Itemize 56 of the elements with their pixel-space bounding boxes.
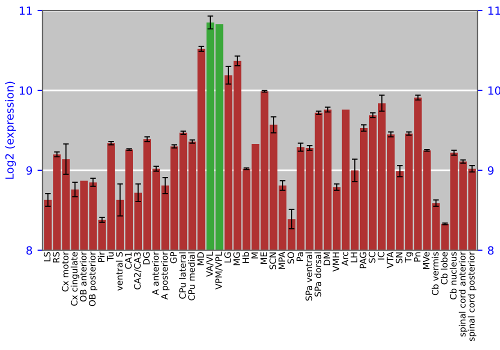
y2-tick-label: 8 xyxy=(488,246,494,255)
x-tick-label: SCN xyxy=(269,252,276,270)
y-tick-label: 10 xyxy=(20,86,32,95)
x-tick-label: VPM/VPL xyxy=(215,252,223,290)
x-tick-label: Tu xyxy=(107,252,114,262)
x-tick-label: Pa xyxy=(296,252,304,262)
x-tick-label: PAG xyxy=(360,252,366,268)
x-tick-label: CA2/CA3 xyxy=(134,252,142,290)
x-tick-label: MVe xyxy=(422,252,430,270)
y-tick-label: 11 xyxy=(20,6,32,15)
y2-tick-label: 11 xyxy=(488,6,500,15)
x-tick-label: Cb lobe xyxy=(440,252,448,284)
x-tick-label: Pir xyxy=(98,252,104,262)
y-tick-label: 8 xyxy=(26,246,32,255)
x-tick-label: ventral S xyxy=(116,252,123,291)
x-tick-label: IC xyxy=(378,252,384,260)
x-tick-label: Pn xyxy=(414,252,420,262)
y-axis-title: Log2 (expression) xyxy=(5,82,16,179)
x-tick-label: SN xyxy=(396,252,402,264)
x-tick-label: M xyxy=(252,252,258,258)
x-tick-label: LH xyxy=(350,252,358,262)
x-tick-label: Cx motor xyxy=(62,252,69,292)
x-tick-label: ME xyxy=(260,252,267,264)
x-tick-label: OB posterior xyxy=(88,252,98,306)
x-tick-label: Cx cingulate xyxy=(70,252,80,306)
x-tick-label: CPu medial xyxy=(188,252,195,300)
x-tick-label: DM xyxy=(324,252,330,266)
x-tick-label: Arc xyxy=(342,252,348,266)
x-tick-label: MPA xyxy=(278,252,285,270)
x-tick-label: GP xyxy=(170,252,177,264)
x-tick-label: MD xyxy=(197,252,204,266)
x-tick-label: RS xyxy=(52,252,60,262)
x-tick-label: A posterior xyxy=(161,252,170,300)
x-tick-label: Tg xyxy=(404,252,414,263)
x-tick-label: DG xyxy=(143,252,150,264)
x-tick-label: Cb vermis xyxy=(432,252,439,296)
x-tick-label: OB anterior xyxy=(80,252,87,302)
x-tick-label: VA/VL xyxy=(206,252,214,277)
x-tick-label: SPa dorsal xyxy=(314,252,322,296)
x-tick-label: A anterior xyxy=(152,252,159,296)
x-tick-label: CA1 xyxy=(125,252,132,269)
x-tick-label: Hb xyxy=(242,252,249,263)
x-tick-label: SPa ventral xyxy=(305,252,312,301)
x-tick-label: LG xyxy=(224,252,231,262)
x-tick-label: VTA xyxy=(386,252,394,268)
x-tick-label: LS xyxy=(44,252,50,262)
x-tick-label: spinal cord anterior xyxy=(458,252,468,336)
y-tick-label: 9 xyxy=(26,166,32,175)
x-tick-label: CPu lateral xyxy=(179,252,186,299)
x-tick-label: SO xyxy=(288,252,294,264)
y2-tick-label: 9 xyxy=(488,166,494,175)
x-tick-label: VMH xyxy=(332,252,340,272)
x-tick-label: SC xyxy=(368,252,376,263)
x-tick-label: MG xyxy=(233,252,240,266)
x-tick-label: spinal cord posterior xyxy=(468,252,476,342)
x-tick-label: Cb nucleus xyxy=(450,252,457,300)
